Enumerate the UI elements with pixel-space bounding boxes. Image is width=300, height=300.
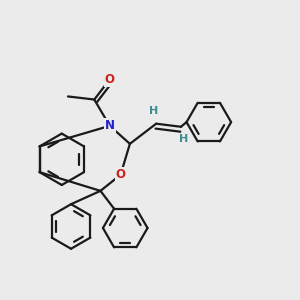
- Text: O: O: [116, 168, 126, 181]
- Text: H: H: [179, 134, 189, 144]
- Text: H: H: [149, 106, 158, 116]
- Text: O: O: [105, 73, 115, 86]
- Text: N: N: [105, 119, 115, 132]
